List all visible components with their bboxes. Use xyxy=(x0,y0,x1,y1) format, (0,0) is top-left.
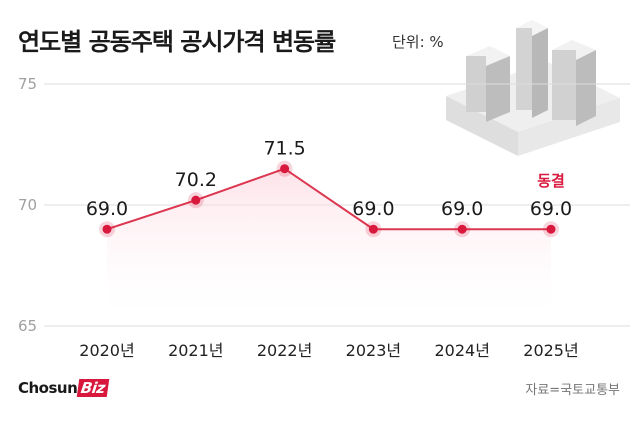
x-axis: 2020년 2021년 2022년 2023년 2024년 2025년 xyxy=(79,341,578,360)
logo-main: Chosun xyxy=(18,379,78,397)
data-label: 71.5 xyxy=(263,138,305,160)
unit-label: 단위: % xyxy=(392,33,444,51)
series-polyline xyxy=(106,167,551,231)
data-label: 69.0 xyxy=(86,198,128,220)
x-tick-label: 2024년 xyxy=(434,341,489,360)
data-label: 69.0 xyxy=(530,198,572,220)
data-point-2025년 xyxy=(546,224,556,234)
data-point-2020년 xyxy=(102,224,112,234)
y-tick-label: 70 xyxy=(18,196,37,214)
chosunbiz-logo: Chosun Biz xyxy=(18,379,110,397)
data-point-2021년 xyxy=(191,195,201,205)
data-point-2022년 xyxy=(280,164,290,174)
y-tick-label: 65 xyxy=(18,317,37,335)
apartment-buildings-icon xyxy=(446,20,620,156)
data-labels: 69.0 70.2 71.5 69.0 69.0 69.0 xyxy=(86,138,572,221)
series-line xyxy=(106,167,551,231)
x-tick-label: 2023년 xyxy=(346,341,401,360)
x-tick-label: 2021년 xyxy=(168,341,223,360)
x-tick-label: 2025년 xyxy=(523,341,578,360)
annotation-label: 동결 xyxy=(537,172,565,190)
x-tick-label: 2020년 xyxy=(79,341,134,360)
area-fill xyxy=(107,168,551,326)
y-tick-label: 75 xyxy=(18,75,37,93)
data-label: 70.2 xyxy=(175,169,217,191)
data-points xyxy=(99,160,559,238)
annotations: 동결 xyxy=(537,172,565,190)
logo-accent: Biz xyxy=(77,379,110,397)
y-axis: 75 70 65 xyxy=(18,75,37,335)
data-point-2024년 xyxy=(457,224,467,234)
data-label: 69.0 xyxy=(352,198,394,220)
chart-title: 연도별 공동주택 공시가격 변동률 xyxy=(18,28,336,56)
source-note: 자료=국토교통부 xyxy=(525,383,620,398)
data-point-2023년 xyxy=(368,224,378,234)
x-tick-label: 2022년 xyxy=(257,341,312,360)
data-label: 69.0 xyxy=(441,198,483,220)
area-under-line xyxy=(107,168,551,326)
